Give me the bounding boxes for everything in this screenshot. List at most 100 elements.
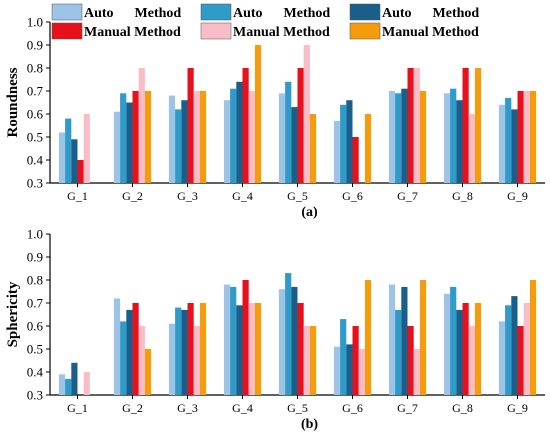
bar: [388, 284, 396, 395]
bar: [278, 93, 286, 183]
y-axis-label: Sphericity: [5, 281, 21, 347]
x-tick-label: G_4: [232, 401, 253, 415]
bar: [168, 95, 176, 183]
bar: [517, 326, 524, 395]
legend-swatch: [51, 3, 83, 21]
y-tick-label: 1.0: [27, 15, 43, 30]
legend: Auto Method Manual Method Auto Method Manua…: [51, 3, 479, 40]
bar: [297, 303, 304, 395]
legend-label: Manual Method: [84, 25, 181, 40]
y-tick-label: 0.9: [27, 250, 43, 265]
panel-label: (a): [301, 205, 318, 220]
bar: [58, 132, 66, 183]
bar: [474, 68, 482, 183]
bar: [126, 102, 133, 183]
x-tick-label: G_4: [232, 189, 253, 203]
bar: [297, 68, 304, 183]
bar: [333, 346, 341, 395]
bar: [346, 344, 353, 395]
bar: [83, 114, 90, 183]
x-tick-label: G_7: [397, 401, 418, 415]
y-tick-label: 0.5: [27, 130, 43, 145]
y-tick-label: 1.0: [27, 227, 43, 242]
bar: [413, 68, 420, 183]
bar: [352, 326, 359, 395]
y-tick-label: 0.4: [27, 153, 44, 168]
bar: [236, 81, 243, 183]
bar: [254, 45, 262, 183]
bar: [175, 307, 182, 395]
x-tick-label: G_5: [287, 401, 308, 415]
bar: [291, 286, 298, 395]
y-tick-label: 0.8: [27, 61, 43, 76]
bar: [309, 114, 317, 183]
bar: [278, 289, 286, 395]
legend-swatch: [349, 22, 381, 40]
bar: [511, 296, 518, 395]
y-tick-label: 0.3: [27, 176, 43, 191]
bar: [175, 109, 182, 183]
bar: [65, 378, 72, 395]
y-tick-label: 0.7: [27, 84, 44, 99]
bar: [474, 303, 482, 395]
x-tick-label: G_1: [67, 401, 88, 415]
bar: [71, 362, 78, 395]
bar: [419, 280, 427, 395]
bar: [443, 293, 451, 395]
bar: [113, 111, 121, 183]
bar: [187, 303, 194, 395]
x-tick-label: G_2: [122, 189, 143, 203]
bar: [248, 303, 255, 395]
bar: [126, 309, 133, 395]
bar: [303, 326, 310, 395]
legend-swatch: [51, 22, 83, 40]
bar: [132, 303, 139, 395]
bar: [187, 68, 194, 183]
bar: [199, 91, 207, 183]
legend-label: Auto Method: [84, 6, 181, 21]
bar: [248, 91, 255, 183]
bar: [511, 109, 518, 183]
bar: [144, 349, 152, 395]
bar: [529, 91, 537, 183]
bar: [505, 305, 512, 395]
bar: [65, 118, 72, 183]
bar: [456, 100, 463, 183]
bar: [401, 286, 408, 395]
bar: [193, 91, 200, 183]
legend-label: Auto Method: [382, 6, 479, 21]
bar: [529, 280, 537, 395]
bar: [523, 303, 530, 395]
bar: [291, 107, 298, 183]
bar: [358, 349, 365, 395]
bar: [132, 91, 139, 183]
bar: [309, 326, 317, 395]
bar: [138, 326, 145, 395]
legend-label: Manual Method: [233, 25, 330, 40]
y-tick-label: 0.6: [27, 319, 44, 334]
bar: [77, 160, 84, 183]
y-tick-label: 0.5: [27, 342, 43, 357]
bar: [523, 91, 530, 183]
bar: [498, 104, 506, 183]
x-tick-label: G_5: [287, 189, 308, 203]
bar: [498, 321, 506, 395]
y-tick-label: 0.9: [27, 38, 43, 53]
bar: [505, 97, 512, 183]
x-tick-label: G_9: [507, 189, 528, 203]
bar: [138, 68, 145, 183]
bar: [450, 88, 457, 183]
bar: [230, 286, 237, 395]
x-tick-label: G_2: [122, 401, 143, 415]
y-tick-label: 0.6: [27, 107, 44, 122]
bar: [364, 114, 372, 183]
legend-swatch: [349, 3, 381, 21]
x-tick-label: G_9: [507, 401, 528, 415]
bar: [450, 286, 457, 395]
x-tick-label: G_8: [452, 189, 473, 203]
bar: [340, 319, 347, 395]
bar: [254, 303, 262, 395]
x-tick-label: G_7: [397, 189, 418, 203]
bar: [83, 372, 90, 395]
